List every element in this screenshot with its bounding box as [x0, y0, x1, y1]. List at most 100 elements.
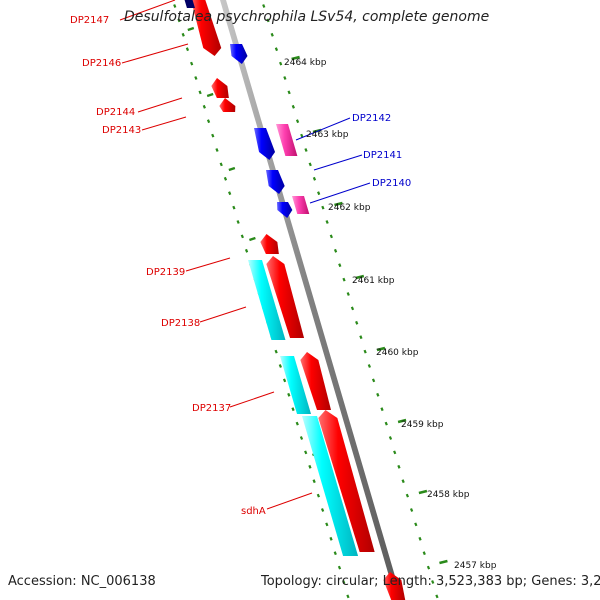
tick-dot-right	[279, 61, 283, 66]
tick-dot-right	[363, 349, 367, 354]
tick-dot-right	[359, 335, 363, 340]
scale-label: 2463 kbp	[306, 130, 349, 140]
tick-dot-right	[308, 162, 312, 167]
cds-dp2142	[254, 128, 276, 160]
rna-feature-1	[276, 124, 298, 156]
tick-dot-right	[409, 508, 414, 512]
tick-dot-left	[342, 580, 346, 584]
rna-feature-2	[292, 196, 310, 214]
tick-dot-left	[194, 76, 198, 80]
cds-dp2139	[260, 234, 279, 254]
label-leader-line	[295, 117, 351, 141]
major-tick	[334, 201, 343, 207]
tick-dot-right	[270, 32, 274, 37]
tick-dot-right	[274, 47, 279, 52]
label-leader-line	[199, 306, 247, 323]
major-tick	[228, 166, 236, 172]
tick-dot-right	[283, 76, 287, 80]
tick-dot-right	[266, 18, 270, 23]
scale-label: 2459 kbp	[401, 420, 444, 430]
tick-dot-left	[211, 133, 215, 138]
gene-label-dp2142[interactable]: DP2142	[352, 113, 391, 124]
tick-dot-right	[300, 133, 304, 138]
tick-dot-left	[240, 234, 244, 239]
cds-dp2144	[211, 78, 229, 98]
tick-dot-left	[299, 436, 304, 440]
tick-dot-left	[232, 205, 236, 210]
gene-label-dp2141[interactable]: DP2141	[363, 150, 402, 161]
map-title: Desulfotalea psychrophila LSv54, complet…	[124, 9, 490, 25]
tick-dot-right	[342, 277, 346, 282]
tick-dot-left	[223, 176, 228, 181]
tick-dot-right	[414, 522, 418, 527]
cds-dp2145	[230, 44, 248, 64]
scale-label: 2457 kbp	[454, 561, 497, 571]
tick-dot-left	[291, 407, 295, 412]
gene-labels-left: DP2147 DP2146 DP2144 DP2143 DP2139 DP213…	[70, 15, 266, 517]
tick-dot-right	[418, 536, 422, 541]
tick-dot-left	[312, 479, 316, 484]
tick-dot-right	[371, 378, 376, 383]
label-leaders	[119, 0, 371, 510]
scale-label: 2461 kbp	[352, 276, 395, 286]
gene-label-dp2140[interactable]: DP2140	[372, 178, 411, 189]
label-leader-line	[121, 43, 189, 64]
cds-sdha	[318, 410, 375, 552]
tick-dot-left	[325, 522, 329, 527]
topology-text: Topology: circular; Length: 3,523,383 bp…	[261, 574, 600, 589]
gene-label-dp2143[interactable]: DP2143	[102, 125, 141, 136]
tick-dot-left	[215, 148, 219, 152]
tick-dot-left	[333, 551, 337, 556]
tick-dot-right	[426, 565, 431, 570]
tick-dot-right	[333, 248, 338, 253]
major-tick	[418, 489, 428, 495]
tick-dot-right	[350, 306, 355, 311]
gene-label-dp2137[interactable]: DP2137	[192, 403, 231, 414]
tick-dot-left	[346, 594, 350, 599]
feature-sdha-domain	[302, 416, 359, 556]
tick-dot-left	[190, 61, 194, 66]
scale-label: 2458 kbp	[427, 490, 470, 500]
feature-dp2137-domain	[280, 356, 312, 414]
tick-dot-left	[181, 32, 185, 37]
major-tick	[206, 92, 214, 98]
tick-dot-right	[397, 464, 401, 469]
gene-label-sdha[interactable]: sdhA	[241, 506, 266, 517]
tick-dot-right	[321, 205, 325, 210]
cds-dp2138	[266, 256, 305, 338]
gene-labels-right: DP2142 DP2141 DP2140	[352, 113, 411, 189]
gene-features	[184, 0, 406, 600]
tick-dot-right	[317, 191, 321, 196]
tick-dot-right	[376, 392, 380, 397]
cds-dp2147	[191, 0, 222, 56]
tick-dot-left	[316, 493, 320, 498]
tick-dot-left	[244, 248, 249, 253]
tick-dot-left	[282, 378, 287, 383]
tick-dot-left	[185, 47, 190, 52]
tick-dot-right	[262, 4, 266, 8]
label-leader-line	[229, 391, 275, 408]
gene-label-dp2147[interactable]: DP2147	[70, 15, 109, 26]
map-band	[150, 0, 498, 600]
tick-dot-right	[291, 104, 295, 109]
gene-label-dp2139[interactable]: DP2139	[146, 267, 185, 278]
tick-dot-left	[295, 421, 299, 426]
tick-dot-left	[274, 349, 278, 354]
gene-label-dp2146[interactable]: DP2146	[82, 58, 121, 69]
major-tick	[291, 55, 300, 61]
tick-dot-right	[435, 594, 439, 599]
tick-dot-left	[337, 565, 342, 570]
cds-dp2143	[219, 98, 236, 112]
tick-dot-right	[367, 364, 371, 368]
tick-dot-left	[320, 508, 325, 512]
tick-dot-left	[198, 90, 202, 95]
tick-dot-right	[401, 479, 405, 484]
major-tick	[187, 26, 195, 32]
tick-dot-left	[173, 4, 177, 8]
gene-label-dp2138[interactable]: DP2138	[161, 318, 200, 329]
gene-label-dp2144[interactable]: DP2144	[96, 107, 135, 118]
tick-dot-right	[388, 436, 393, 440]
tick-dot-left	[202, 104, 206, 109]
cds-dp2140	[277, 202, 293, 218]
feature-dp2138-domain	[248, 260, 286, 340]
